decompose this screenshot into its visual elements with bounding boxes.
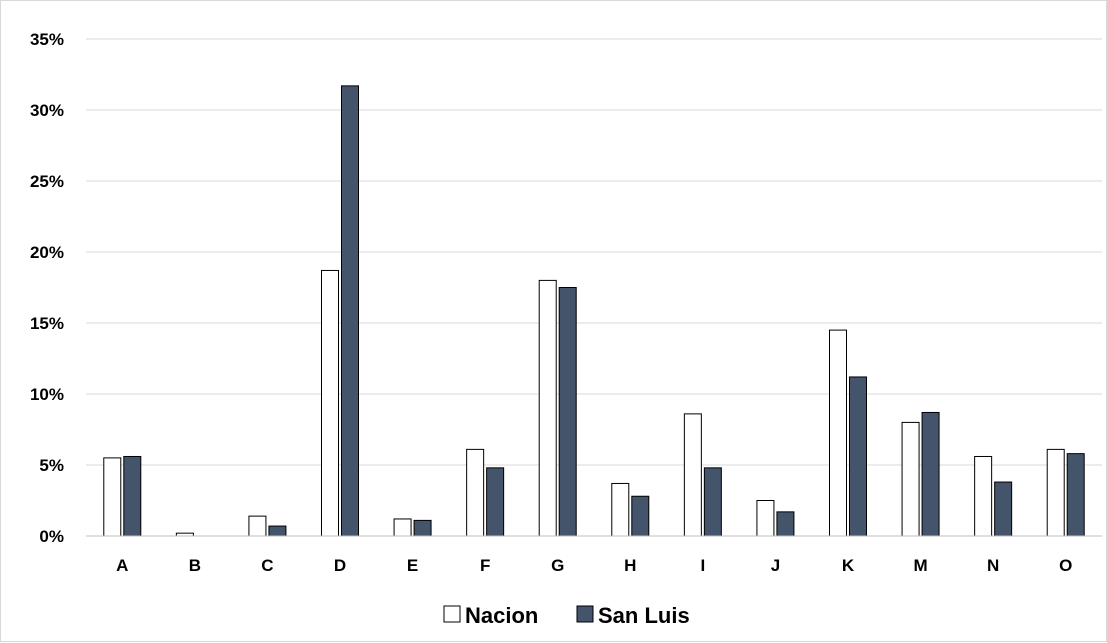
bar-san-luis-C <box>268 525 287 537</box>
bar-san-luis-O <box>1066 453 1085 537</box>
x-tick-label: J <box>771 556 780 575</box>
bar-nacion-K <box>829 329 847 537</box>
bar-san-luis-E <box>413 519 432 537</box>
x-tick-label: C <box>261 556 273 575</box>
bar-nacion-E <box>393 518 412 537</box>
y-tick-label: 20% <box>30 243 64 262</box>
bar-nacion-G <box>538 279 557 537</box>
y-tick-label: 30% <box>30 101 64 120</box>
bar-san-luis-M <box>921 411 940 537</box>
legend: Nacion San Luis <box>443 603 690 628</box>
bar-san-luis-N <box>994 481 1013 537</box>
legend-swatch-nacion <box>443 605 461 623</box>
bar-nacion-F <box>466 448 485 537</box>
bar-nacion-O <box>1046 448 1065 537</box>
y-tick-label: 0% <box>39 527 64 546</box>
bar-san-luis-D <box>341 85 359 537</box>
bar-nacion-C <box>248 515 267 537</box>
legend-swatch-san-luis <box>576 605 594 623</box>
bar-nacion-J <box>756 500 775 537</box>
x-tick-label: D <box>334 556 346 575</box>
bar-san-luis-I <box>703 467 722 537</box>
bar-nacion-N <box>974 455 993 537</box>
x-tick-label: O <box>1059 556 1072 575</box>
bar-san-luis-H <box>631 495 650 537</box>
bar-san-luis-A <box>123 455 142 537</box>
y-tick-label: 35% <box>30 30 64 49</box>
gridlines <box>86 38 1102 466</box>
x-tick-label: G <box>551 556 564 575</box>
bar-nacion-H <box>611 482 630 537</box>
x-tick-label: F <box>480 556 490 575</box>
legend-label-san-luis: San Luis <box>598 603 690 628</box>
y-tick-label: 10% <box>30 385 64 404</box>
x-tick-label: N <box>987 556 999 575</box>
x-tick-label: I <box>700 556 705 575</box>
bar-san-luis-F <box>486 467 505 537</box>
bar-nacion-D <box>321 269 339 537</box>
x-tick-label: K <box>842 556 855 575</box>
x-tick-label: E <box>407 556 418 575</box>
y-tick-label: 15% <box>30 314 64 333</box>
bar-san-luis-G <box>558 287 577 537</box>
x-tick-label: A <box>116 556 128 575</box>
x-tick-label: H <box>624 556 636 575</box>
bar-san-luis-K <box>849 376 867 537</box>
x-tick-label: M <box>913 556 927 575</box>
bars <box>103 85 1085 537</box>
bar-nacion-M <box>901 421 920 537</box>
bar-san-luis-J <box>776 511 795 537</box>
y-tick-label: 25% <box>30 172 64 191</box>
bar-nacion-A <box>103 457 122 537</box>
y-axis-tick-labels: 0% 5% 10% 15% 20% 25% 30% 35% <box>30 30 64 546</box>
legend-label-nacion: Nacion <box>465 603 538 628</box>
x-tick-label: B <box>189 556 201 575</box>
bar-nacion-I <box>683 413 702 537</box>
y-tick-label: 5% <box>39 456 64 475</box>
